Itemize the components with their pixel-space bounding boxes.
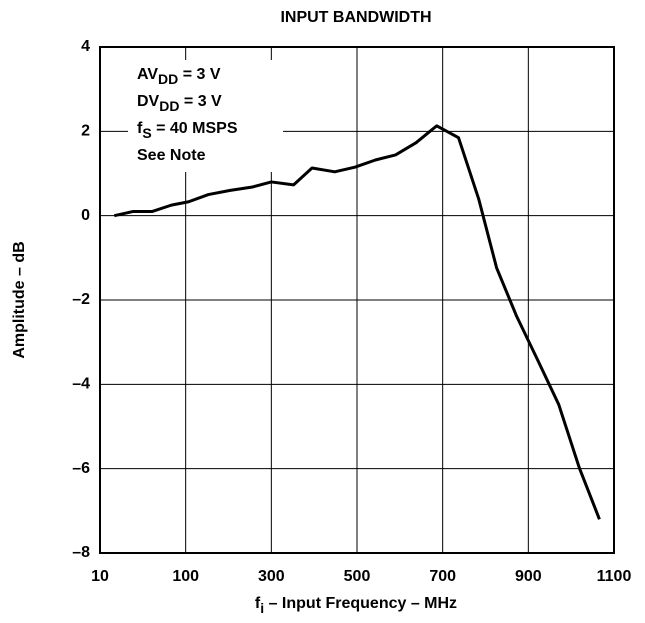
annotation-sub: S — [142, 125, 151, 141]
annotation: fS = 40 MSPS — [137, 120, 238, 140]
y-tick-label: –4 — [72, 376, 90, 393]
x-axis-label-rest: – Input Frequency – MHz — [264, 595, 457, 612]
x-tick-label: 100 — [172, 568, 199, 585]
x-tick-label: 1100 — [597, 568, 632, 585]
x-tick-label: 10 — [91, 568, 109, 585]
y-tick-label: 4 — [81, 38, 90, 55]
annotation: See Note — [137, 147, 206, 164]
x-axis-label-main: f — [255, 595, 261, 612]
annotation-background — [128, 60, 283, 172]
annotation: AVDD = 3 V — [137, 66, 221, 86]
annotation-rest: = 40 MSPS — [152, 120, 238, 137]
y-tick-label: –6 — [72, 460, 90, 477]
plot-frame — [99, 46, 615, 554]
annotation-main: f — [137, 120, 143, 137]
y-axis-label: Amplitude – dB — [11, 241, 28, 358]
x-tick-label: 900 — [515, 568, 542, 585]
annotation-main: DV — [137, 93, 160, 110]
x-tick-label: 500 — [344, 568, 371, 585]
x-tick-label: 700 — [429, 568, 456, 585]
y-tick-label: 2 — [81, 123, 90, 140]
x-tick-label: 300 — [258, 568, 285, 585]
y-tick-label: –2 — [72, 291, 90, 308]
annotation-sub: DD — [159, 98, 179, 114]
annotation: DVDD = 3 V — [137, 93, 222, 113]
annotation-main: AV — [137, 66, 158, 83]
y-tick-label: –8 — [72, 544, 90, 561]
x-axis-label: fi – Input Frequency – MHz — [255, 595, 457, 615]
annotation-rest: = 3 V — [178, 66, 221, 83]
y-tick-label: 0 — [81, 207, 90, 224]
annotation-main: See Note — [137, 147, 206, 164]
annotation-rest: = 3 V — [179, 93, 222, 110]
annotation-sub: DD — [158, 71, 178, 87]
chart-title: INPUT BANDWIDTH — [280, 9, 431, 26]
data-line — [113, 124, 601, 520]
x-axis-label-sub: i — [260, 600, 264, 616]
